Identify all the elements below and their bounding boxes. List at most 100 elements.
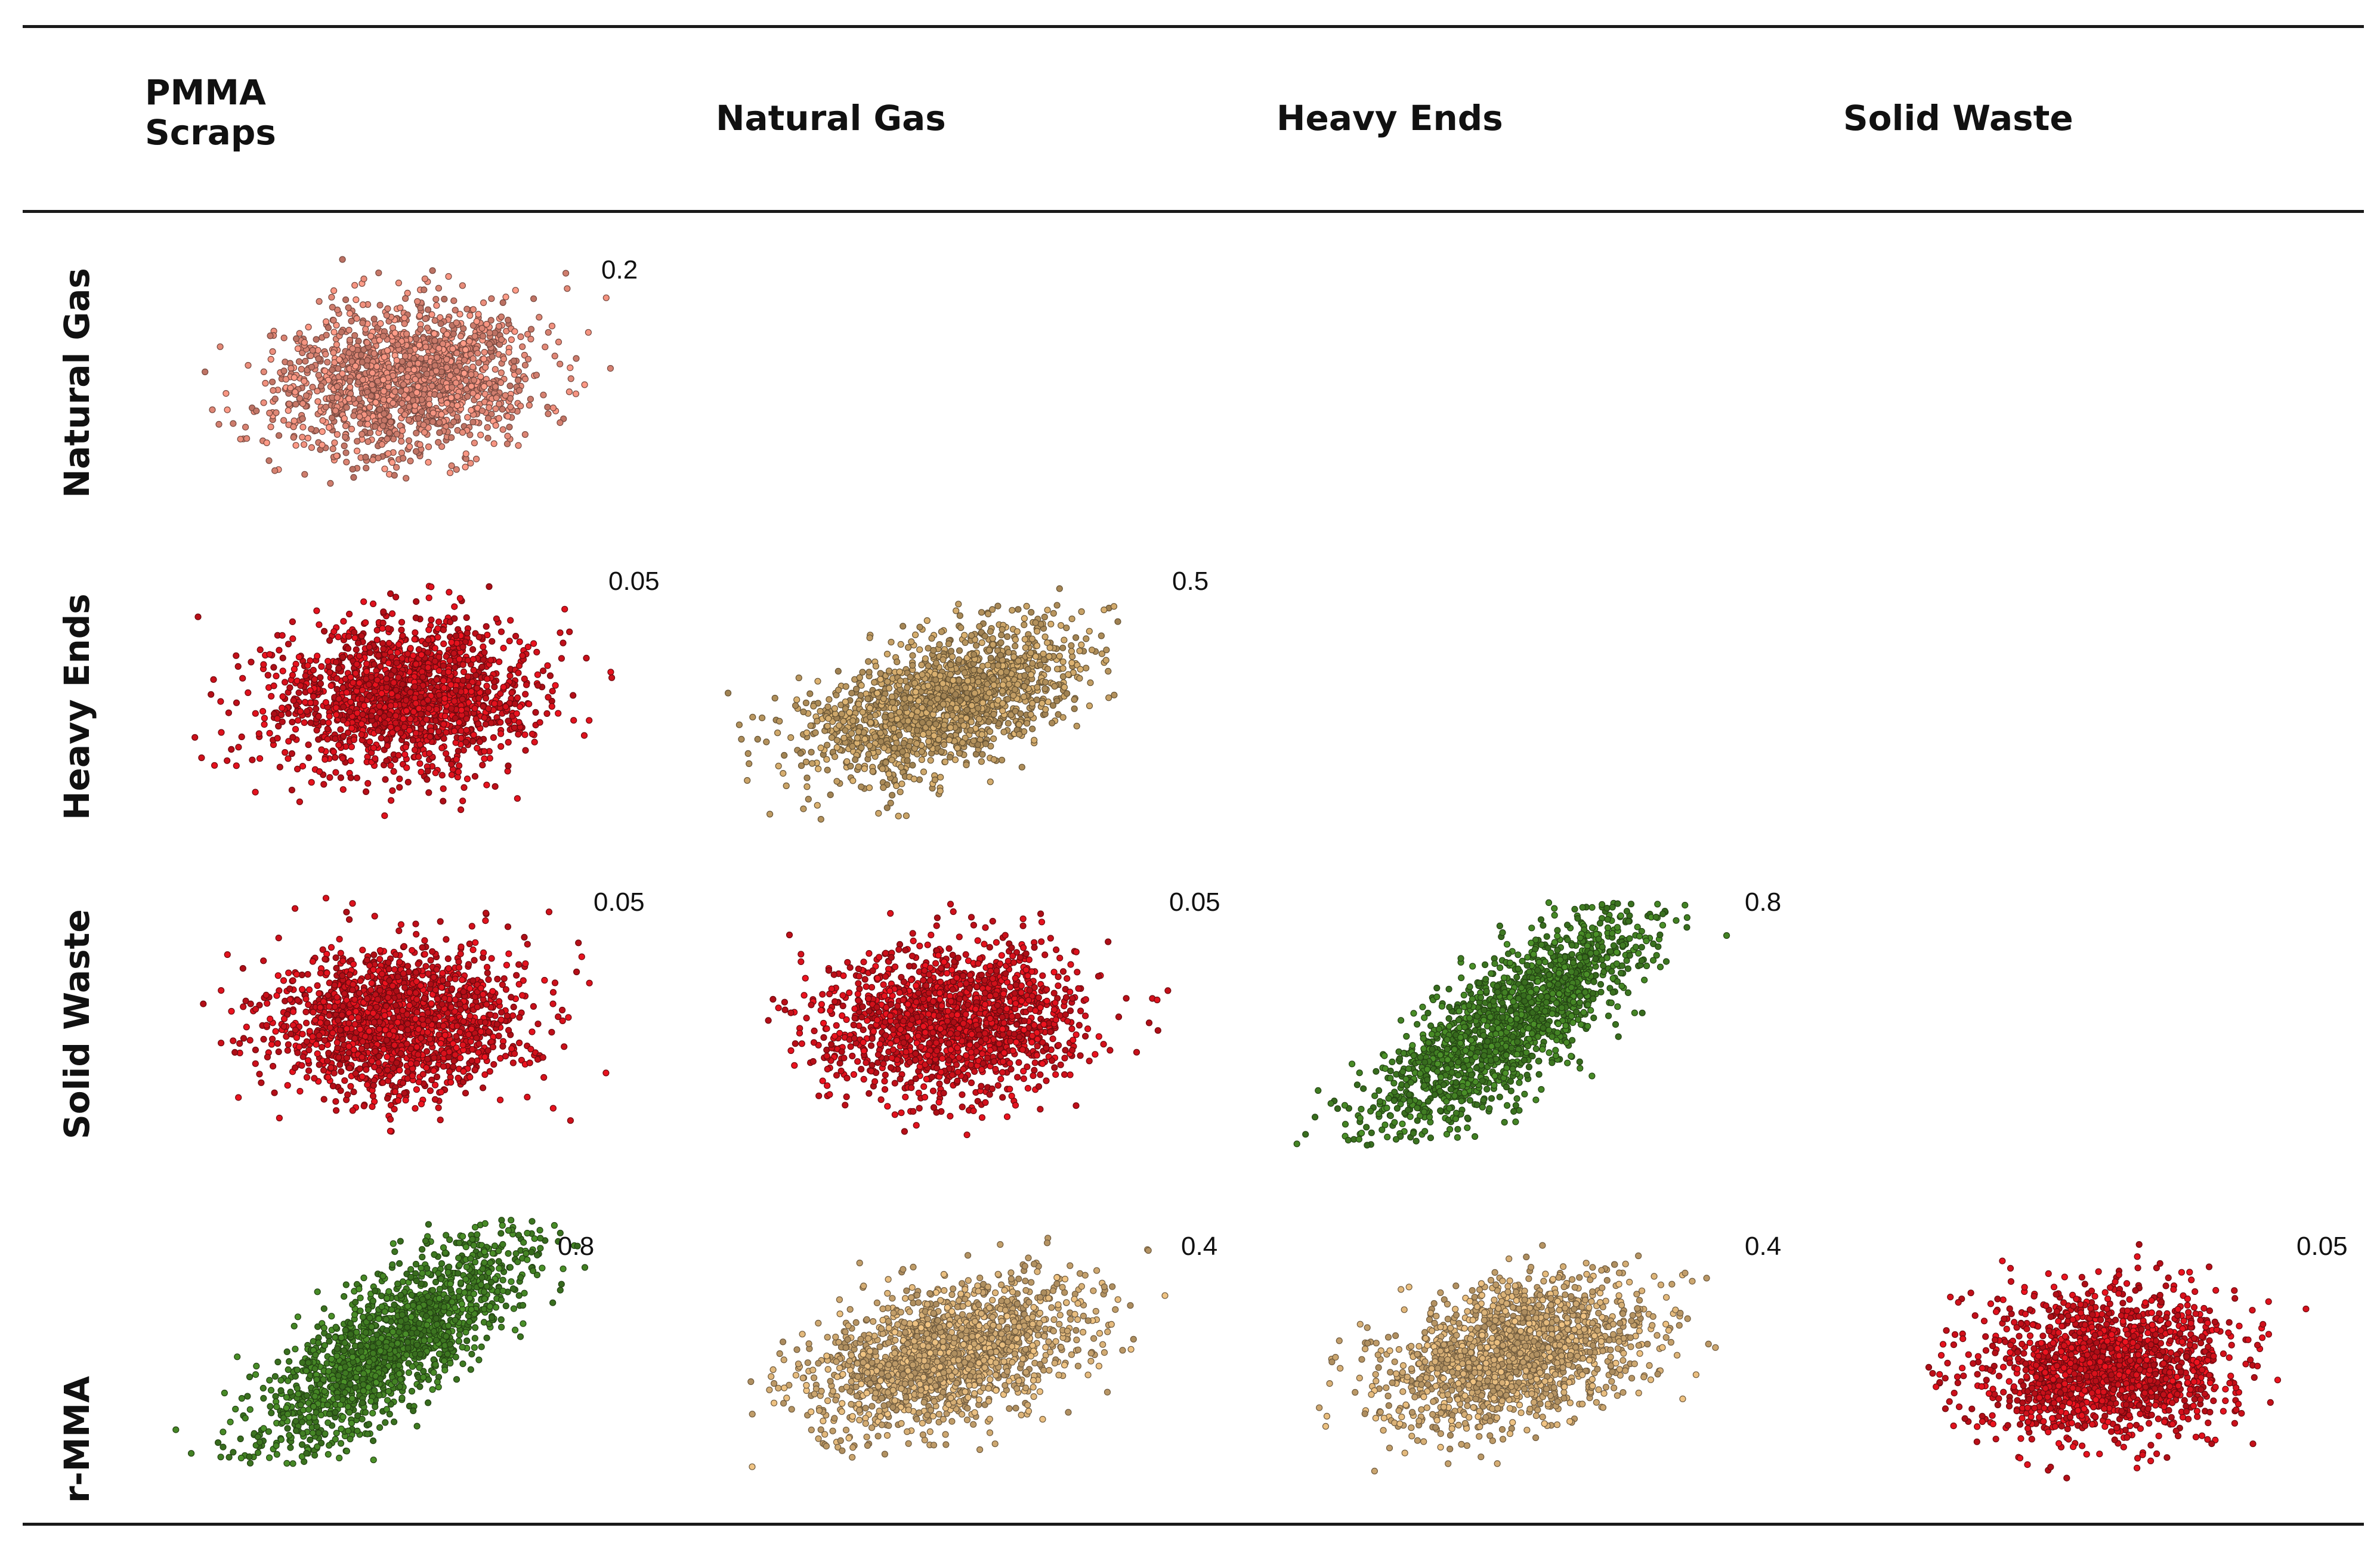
scatter-point [814,718,821,725]
scatter-point [481,349,488,356]
scatter-point [533,372,540,379]
scatter-point [363,660,370,667]
scatter-point [1021,636,1028,643]
scatter-point [506,638,513,645]
scatter-point [432,367,440,375]
scatter-point [497,628,505,635]
scatter-point [270,664,277,671]
scatter-point [428,616,435,623]
scatter-point [295,358,303,365]
scatter-point [405,416,412,423]
scatter-point [978,758,985,765]
scatter-point [490,734,497,741]
scatter-point [345,304,352,311]
scatter-point [1041,633,1049,641]
scatter-point [970,651,978,658]
scatter-point [474,350,481,357]
scatter-point [887,799,894,806]
scatter-point [403,475,410,482]
scatter-point [290,666,298,673]
scatter-point [391,388,398,395]
scatter-point [842,698,849,706]
scatter-point [517,403,524,410]
scatter-point [453,413,461,420]
scatter-point [349,345,356,352]
scatter-point [997,669,1004,676]
scatter-point [315,372,322,379]
scatter-point [540,391,547,398]
scatter-point [388,672,395,679]
scatter-point [1078,608,1085,616]
scatter-point [497,743,505,750]
scatter-point [452,632,460,639]
scatter-point [448,462,455,469]
scatter-point [990,735,997,743]
scatter-point [990,641,997,648]
scatter-point [1023,602,1030,610]
scatter-point [1005,649,1012,656]
scatter-point [897,641,904,648]
scatter-point [521,375,529,382]
scatter-point [228,746,235,753]
scatter-point [1059,658,1067,666]
scatter-point [380,396,387,403]
scatter-point [562,270,570,277]
scatter-point [469,389,477,397]
scatter-point [1098,632,1105,639]
scatter-point [504,432,511,440]
scatter-point [390,768,397,775]
scatter-point [317,674,324,681]
scatter-point [286,400,293,407]
scatter-point [279,654,286,661]
scatter-point [557,419,564,426]
scatter-point [341,442,348,450]
scatter-point [894,658,901,666]
scatter-point [376,703,383,710]
scatter-point [383,757,390,765]
scatter-point [963,706,970,713]
scatter-point [803,729,811,737]
scatter-point [515,442,522,449]
scatter-point [586,717,593,724]
scatter-point [458,707,465,714]
scatter-point [316,298,323,305]
scatter-point [968,632,975,639]
scatter-point [347,774,354,781]
scatter-point [972,636,979,644]
scatter-point [443,364,450,371]
scatter-point [521,731,528,738]
scatter-point [847,762,854,770]
scatter-point [363,788,370,795]
scatter-point [455,747,462,755]
scatter-point [999,707,1006,715]
scatter-point [487,317,494,324]
scatter-point [294,345,302,352]
scatter-point [322,756,329,763]
scatter-point [342,296,350,304]
scatter-point [985,689,993,697]
scatter-point [1083,664,1090,672]
scatter-point [481,383,488,390]
scatter-point [425,664,432,671]
scatter-point [527,335,534,343]
scatter-point [956,612,963,619]
scatter-point [290,434,297,441]
scatter-point [534,682,542,689]
scatter-point [245,689,252,696]
scatter-point [273,409,280,416]
scatter-point [469,355,477,362]
scatter-point [877,729,884,737]
scatter-point [478,324,486,332]
scatter-point [774,729,781,737]
scatter-point [401,751,409,758]
scatter-point [812,729,819,736]
scatter-point [335,633,342,641]
scatter-point [359,319,366,327]
scatter-point [224,757,231,764]
scatter-point [354,447,361,454]
scatter-point [347,757,354,765]
scatter-point [381,465,388,472]
scatter-point [1056,585,1063,592]
scatter-point [267,355,274,363]
scatter-point [580,732,588,739]
